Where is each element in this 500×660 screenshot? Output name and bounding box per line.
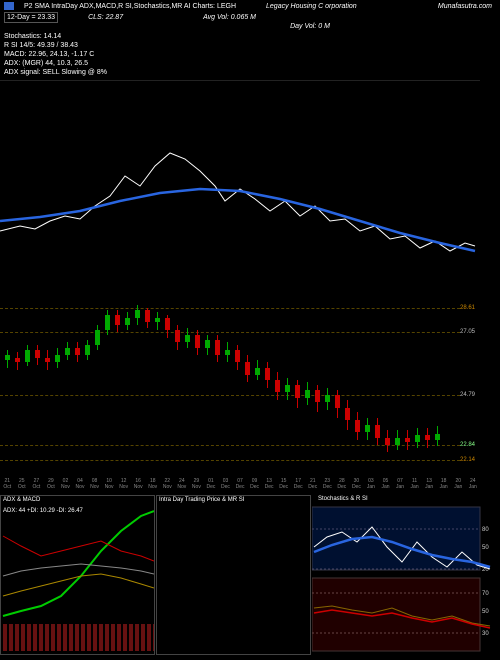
stoch-rsi-panel: Stochastics & R SI 802050703050 bbox=[312, 495, 496, 655]
svg-text:30: 30 bbox=[482, 631, 489, 637]
top-line-chart bbox=[0, 80, 480, 280]
chart-container: P2 SMA IntraDay ADX,MACD,R SI,Stochastic… bbox=[0, 0, 500, 660]
rsi-text: R SI 14/5: 49.39 / 38.43 bbox=[4, 41, 107, 50]
avgvol-value: Avg Vol: 0.065 M bbox=[203, 14, 256, 21]
dayvol-value: Day Vol: 0 M bbox=[120, 23, 500, 30]
candlestick-chart: 28.6127.0524.7922.8422.14 bbox=[0, 300, 480, 475]
date-axis: 21 Oct25 Oct27 Oct29 Oct02 Nov04 Nov08 N… bbox=[0, 478, 480, 490]
adx-text: ADX: (MGR) 44, 10.3, 26.5 bbox=[4, 59, 107, 68]
company-name: Legacy Housing C orporation bbox=[266, 3, 357, 10]
adxsig-text: ADX signal: SELL Slowing @ 8% bbox=[4, 68, 107, 77]
svg-text:50: 50 bbox=[482, 545, 489, 551]
macd-text: MACD: 22.96, 24.13, -1.17 C bbox=[4, 50, 107, 59]
adx-macd-panel: ADX & MACD ADX: 44 +DI: 10.29 -DI: 26.47 bbox=[0, 495, 155, 655]
header-indicators: P2 SMA IntraDay ADX,MACD,R SI,Stochastic… bbox=[24, 3, 236, 10]
intra-title: Intra Day Trading Price & MR SI bbox=[159, 497, 244, 503]
svg-text:70: 70 bbox=[482, 591, 489, 597]
site-name: Munafasutra.com bbox=[438, 3, 496, 10]
stoch-title: Stochastics & R SI bbox=[318, 496, 368, 502]
stoch-text: Stochastics: 14.14 bbox=[4, 32, 107, 41]
svg-text:50: 50 bbox=[482, 609, 489, 615]
logo-icon bbox=[4, 2, 14, 10]
svg-text:80: 80 bbox=[482, 527, 489, 533]
adx-label: ADX: 44 +DI: 10.29 -DI: 26.47 bbox=[3, 508, 83, 514]
adx-title: ADX & MACD bbox=[3, 497, 40, 503]
cls-value: CLS: 22.87 bbox=[88, 14, 123, 21]
indicator-list: Stochastics: 14.14 R SI 14/5: 49.39 / 38… bbox=[4, 32, 107, 77]
intraday-panel: Intra Day Trading Price & MR SI bbox=[156, 495, 311, 655]
bottom-panels: ADX & MACD ADX: 44 +DI: 10.29 -DI: 26.47… bbox=[0, 495, 500, 655]
day12-value: 12-Day = 23.33 bbox=[4, 12, 58, 23]
